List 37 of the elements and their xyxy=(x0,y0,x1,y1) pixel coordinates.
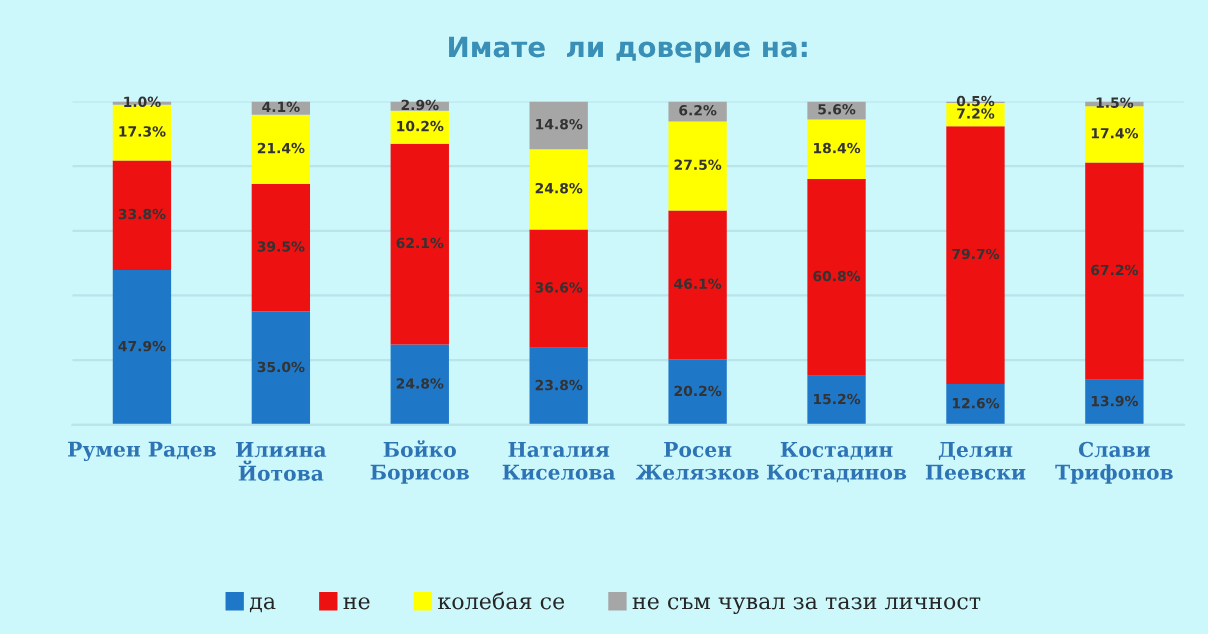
bar xyxy=(1085,379,1144,425)
bar xyxy=(1085,106,1144,163)
bar xyxy=(807,179,866,376)
legend-label: колебая се xyxy=(438,591,565,610)
x-tick-label: Росен Желязков xyxy=(635,442,759,480)
bar xyxy=(946,126,1005,385)
bar xyxy=(529,347,588,425)
x-tick-label: Илияна Йотова xyxy=(236,442,327,481)
bar xyxy=(390,110,449,144)
bar xyxy=(807,119,866,180)
bar xyxy=(668,210,727,360)
bar xyxy=(390,344,449,425)
bar xyxy=(529,229,588,348)
bar xyxy=(112,160,172,270)
bar xyxy=(112,104,172,161)
bar xyxy=(251,183,311,312)
x-tick-label: Бойко Борисов xyxy=(370,440,469,484)
legend-label: не съм чувал за тази личност xyxy=(632,597,981,614)
x-tick-label: Слави Трифонов xyxy=(1055,441,1173,484)
legend-label: не xyxy=(343,597,370,610)
x-tick-label: Румен Радев xyxy=(68,441,216,462)
bar xyxy=(807,375,866,425)
bar xyxy=(668,121,727,211)
legend-label: да xyxy=(249,597,276,613)
x-tick-label: Наталия Киселова xyxy=(502,442,616,480)
bar xyxy=(112,269,172,425)
bar xyxy=(529,101,588,150)
bar xyxy=(668,359,727,425)
x-tick-label: Костадин Костадинов xyxy=(766,442,907,483)
chart-title: Имате ли доверие на: xyxy=(449,36,807,63)
bar xyxy=(946,384,1005,425)
bar xyxy=(529,149,588,230)
x-tick-label: Делян Пеевски xyxy=(925,442,1026,480)
bar xyxy=(1085,162,1144,380)
bar xyxy=(251,114,311,184)
bar xyxy=(251,311,311,425)
bar xyxy=(390,143,449,345)
